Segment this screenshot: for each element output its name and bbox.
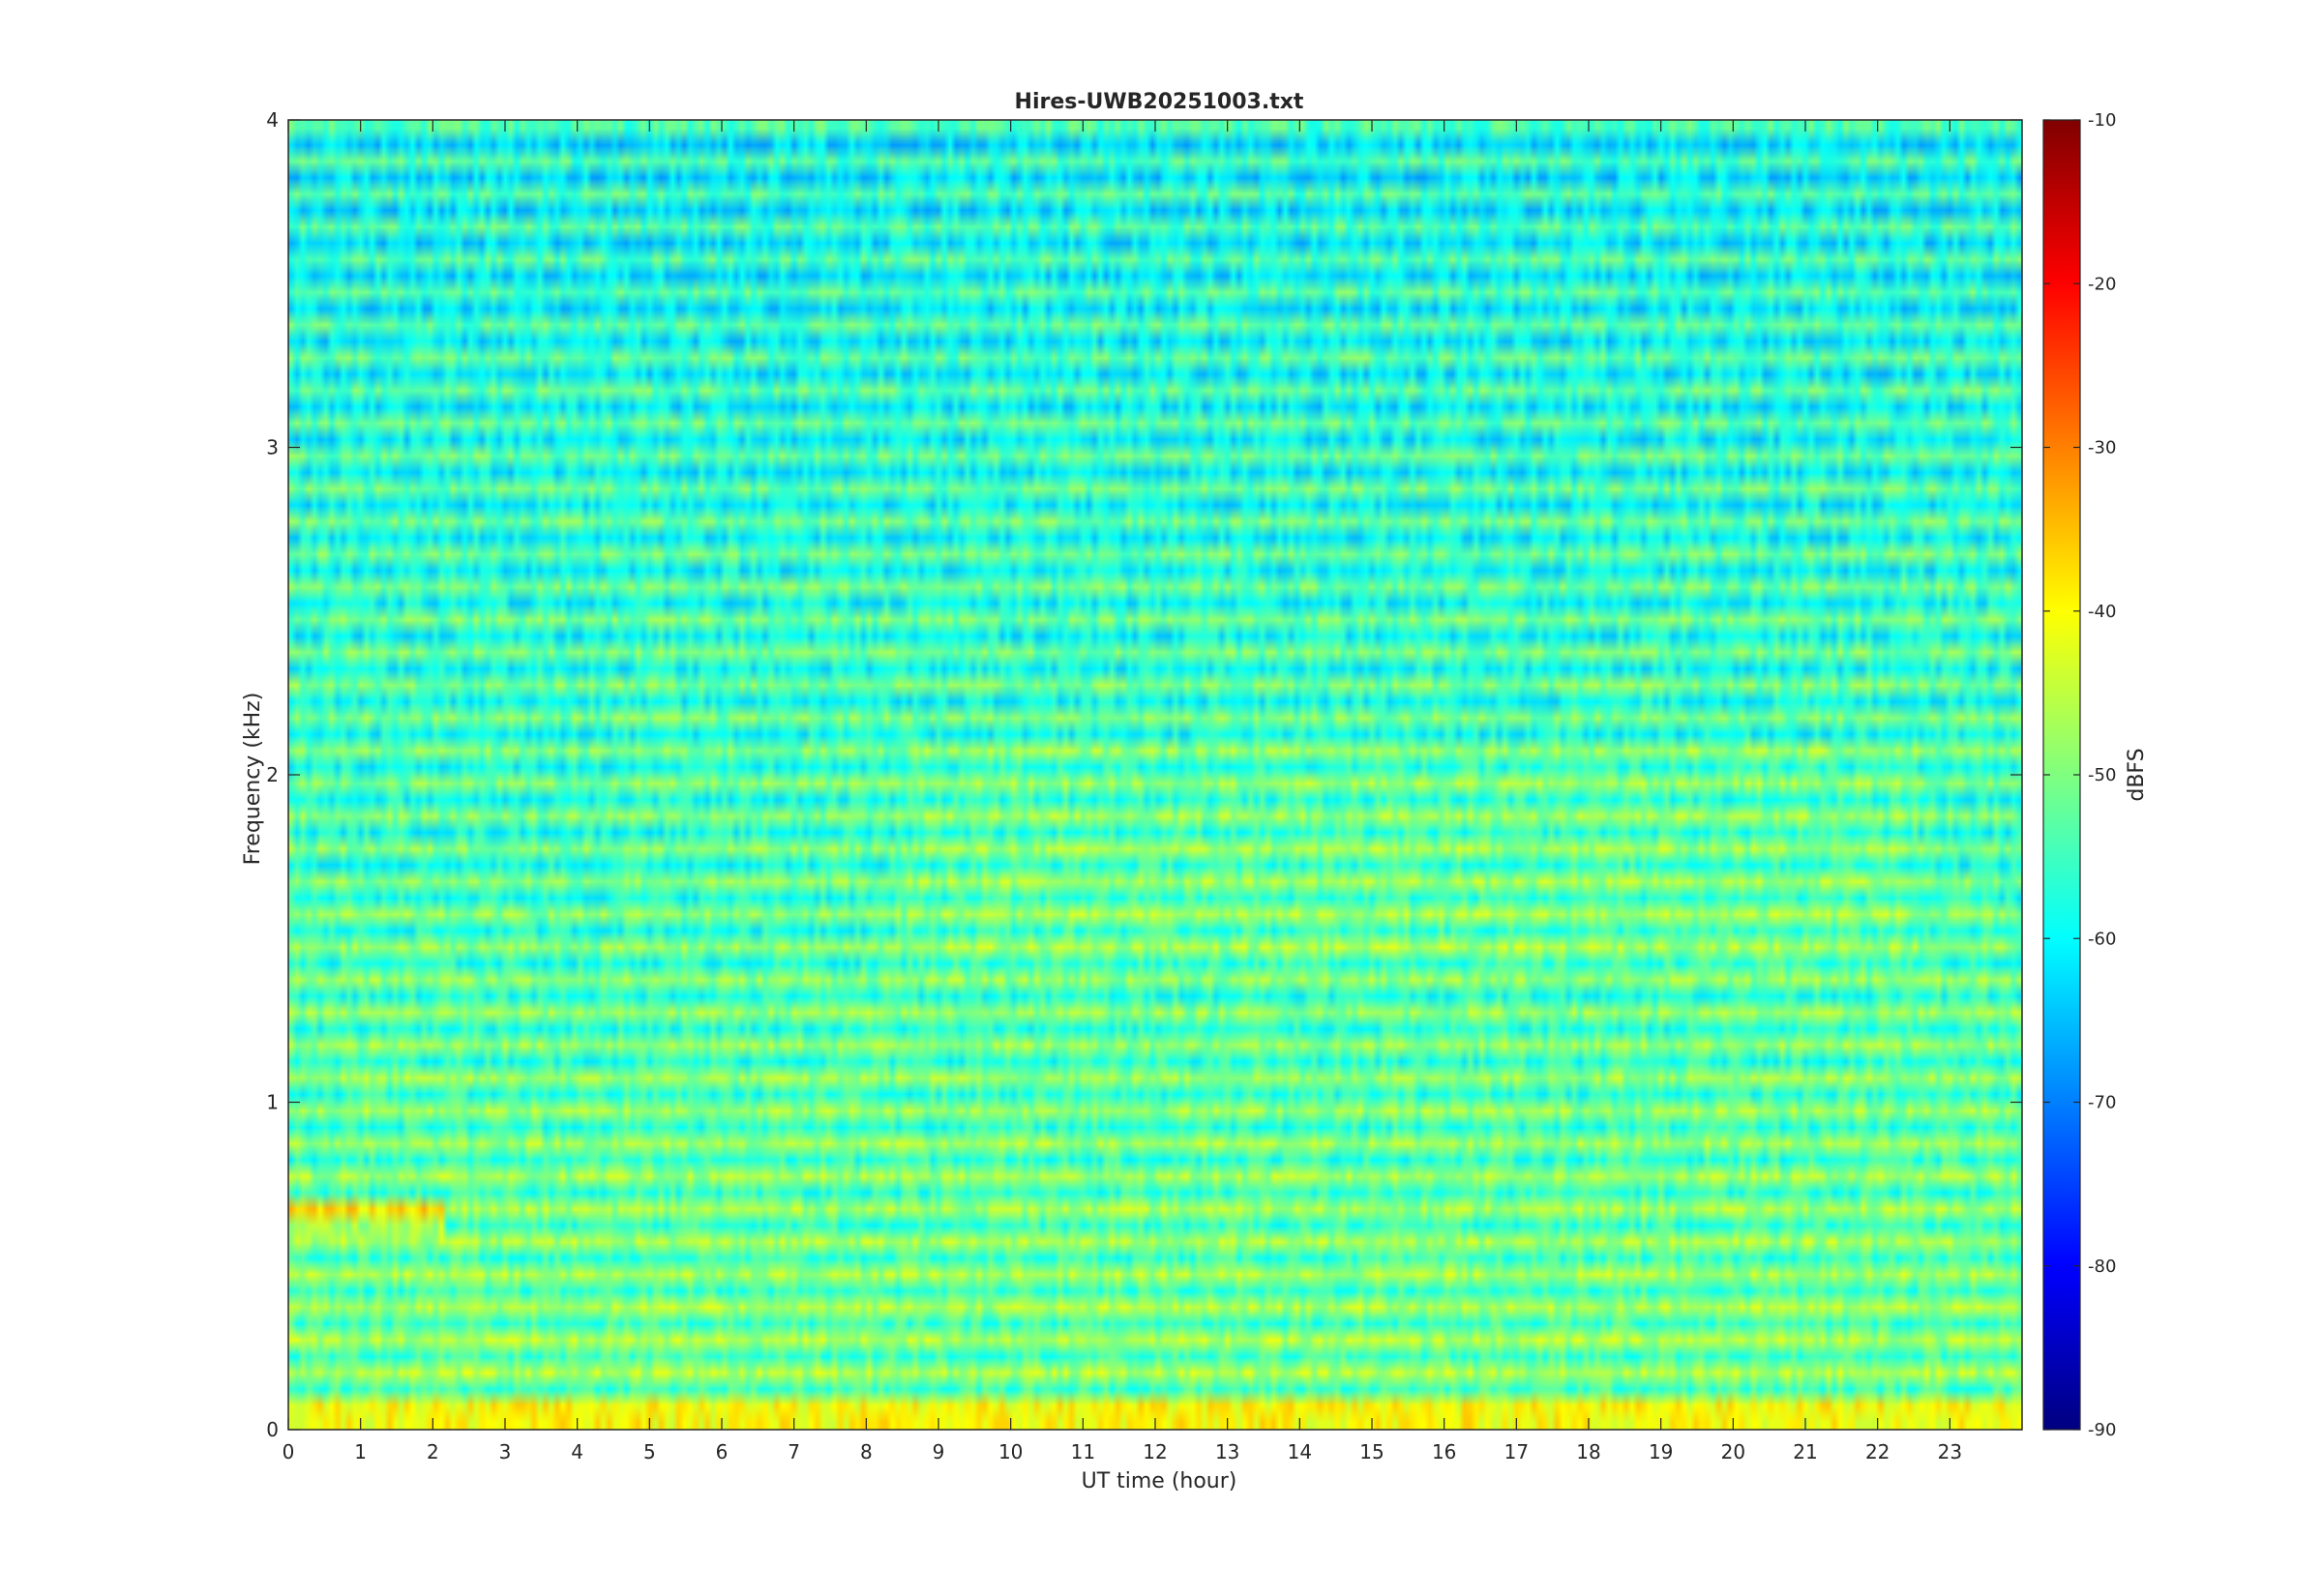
y-tick-label: 2 bbox=[266, 763, 279, 786]
heatmap-raster bbox=[288, 120, 2022, 1430]
x-tick-label: 0 bbox=[283, 1440, 295, 1463]
x-tick-label: 4 bbox=[571, 1440, 583, 1463]
y-axis-label: Frequency (kHz) bbox=[241, 693, 265, 866]
colorbar-tick-label: -80 bbox=[2088, 1256, 2116, 1277]
x-tick-label: 1 bbox=[354, 1440, 367, 1463]
y-tick-label: 1 bbox=[266, 1091, 279, 1114]
x-tick-label: 23 bbox=[1938, 1440, 1962, 1463]
x-tick-label: 5 bbox=[643, 1440, 656, 1463]
x-tick-label: 10 bbox=[998, 1440, 1023, 1463]
colorbar-tick-label: -10 bbox=[2088, 110, 2116, 131]
y-axis-ticks: 0 1 2 3 4 bbox=[266, 108, 2022, 1441]
colorbar-tick-label: -70 bbox=[2088, 1093, 2116, 1113]
x-tick-label: 7 bbox=[788, 1440, 800, 1463]
x-tick-label: 18 bbox=[1576, 1440, 1600, 1463]
x-tick-label: 14 bbox=[1288, 1440, 1312, 1463]
colorbar-tick-label: -40 bbox=[2088, 602, 2116, 622]
x-tick-label: 8 bbox=[860, 1440, 873, 1463]
x-tick-label: 17 bbox=[1504, 1440, 1529, 1463]
x-tick-label: 22 bbox=[1865, 1440, 1890, 1463]
spectrogram-heatmap bbox=[288, 120, 2022, 1430]
x-tick-label: 13 bbox=[1215, 1440, 1239, 1463]
x-axis-ticks: 0 1 2 3 4 5 6 7 8 9 10 11 12 13 14 15 16 17 18 19 20 21 22 23 bbox=[283, 120, 1962, 1463]
y-tick-label: 0 bbox=[266, 1418, 279, 1441]
colorbar-tick-label: -50 bbox=[2088, 765, 2116, 785]
chart-title: Hires-UWB20251003.txt bbox=[1015, 90, 1304, 114]
y-tick-label: 3 bbox=[266, 436, 279, 459]
x-tick-label: 20 bbox=[1721, 1440, 1745, 1463]
x-tick-label: 6 bbox=[716, 1440, 729, 1463]
x-tick-label: 15 bbox=[1359, 1440, 1384, 1463]
x-tick-label: 12 bbox=[1143, 1440, 1167, 1463]
x-tick-label: 3 bbox=[499, 1440, 512, 1463]
x-tick-label: 11 bbox=[1071, 1440, 1095, 1463]
x-tick-label: 16 bbox=[1432, 1440, 1456, 1463]
x-tick-label: 2 bbox=[427, 1440, 439, 1463]
x-tick-label: 9 bbox=[933, 1440, 945, 1463]
y-tick-label: 4 bbox=[266, 108, 279, 132]
x-tick-label: 19 bbox=[1649, 1440, 1673, 1463]
colorbar-ticks: -10 -20 -30 -40 -50 -60 -70 -80 -90 bbox=[2043, 110, 2116, 1440]
x-axis-label: UT time (hour) bbox=[1082, 1469, 1237, 1493]
colorbar-tick-label: -20 bbox=[2088, 274, 2116, 294]
colorbar-label: dBFS bbox=[2125, 748, 2149, 801]
colorbar-tick-label: -60 bbox=[2088, 929, 2116, 949]
x-tick-label: 21 bbox=[1793, 1440, 1817, 1463]
colorbar-tick-label: -90 bbox=[2088, 1420, 2116, 1440]
colorbar-tick-label: -30 bbox=[2088, 438, 2116, 458]
